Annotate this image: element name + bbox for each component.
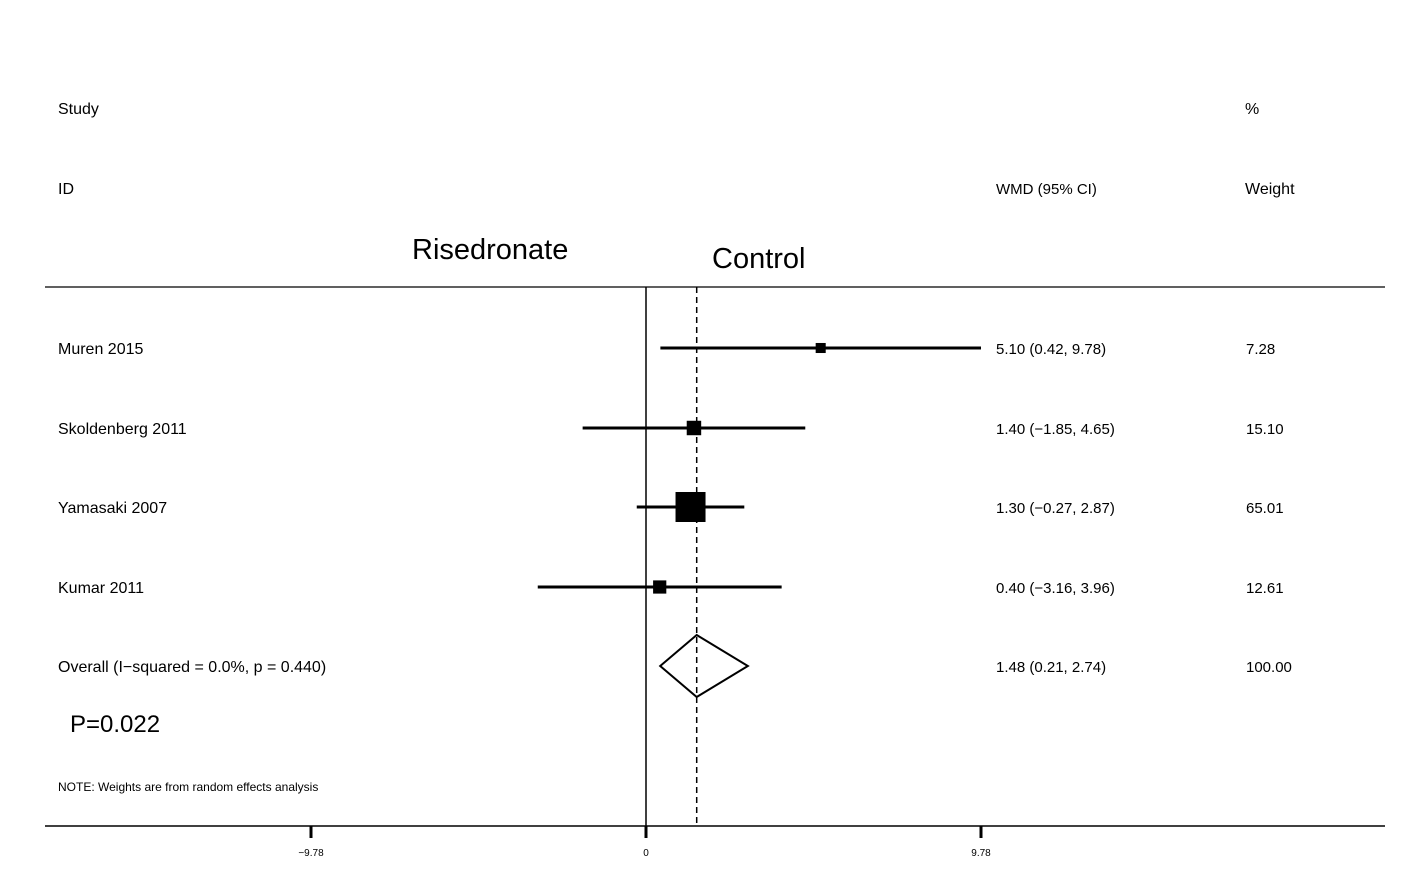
weight-header-line1: % — [1245, 101, 1259, 118]
study-label: Kumar 2011 — [58, 580, 144, 597]
footnote: NOTE: Weights are from random effects an… — [58, 780, 318, 794]
study-header-line1: Study — [58, 101, 99, 118]
study-label: Muren 2015 — [58, 341, 143, 358]
overall-weight-text: 100.00 — [1246, 659, 1292, 676]
ci-text: 1.30 (−0.27, 2.87) — [996, 500, 1115, 517]
p-value-label: P=0.022 — [70, 711, 160, 738]
weight-text: 7.28 — [1246, 341, 1275, 358]
overall-ci-text: 1.48 (0.21, 2.74) — [996, 659, 1106, 676]
ci-text: 5.10 (0.42, 9.78) — [996, 341, 1106, 358]
ci-text: 0.40 (−3.16, 3.96) — [996, 580, 1115, 597]
weight-text: 65.01 — [1246, 500, 1284, 517]
x-tick-label: −9.78 — [298, 848, 324, 859]
weight-header-line2: Weight — [1245, 181, 1295, 198]
effect-header: WMD (95% CI) — [996, 181, 1097, 198]
favours-left-label: Risedronate — [412, 234, 568, 266]
point-estimate-marker — [815, 342, 826, 354]
study-label: Skoldenberg 2011 — [58, 421, 187, 438]
overall-diamond — [658, 633, 750, 699]
point-estimate-marker — [686, 420, 702, 436]
point-estimate-marker — [675, 492, 706, 522]
favours-right-label: Control — [712, 243, 806, 275]
overall-label: Overall (I−squared = 0.0%, p = 0.440) — [58, 659, 326, 676]
x-tick-label: 0 — [643, 848, 649, 859]
ci-text: 1.40 (−1.85, 4.65) — [996, 421, 1115, 438]
weight-text: 12.61 — [1246, 580, 1284, 597]
weight-text: 15.10 — [1246, 421, 1284, 438]
x-tick-label: 9.78 — [971, 848, 991, 859]
study-header-line2: ID — [58, 181, 74, 198]
point-estimate-marker — [653, 580, 667, 594]
study-label: Yamasaki 2007 — [58, 500, 167, 517]
